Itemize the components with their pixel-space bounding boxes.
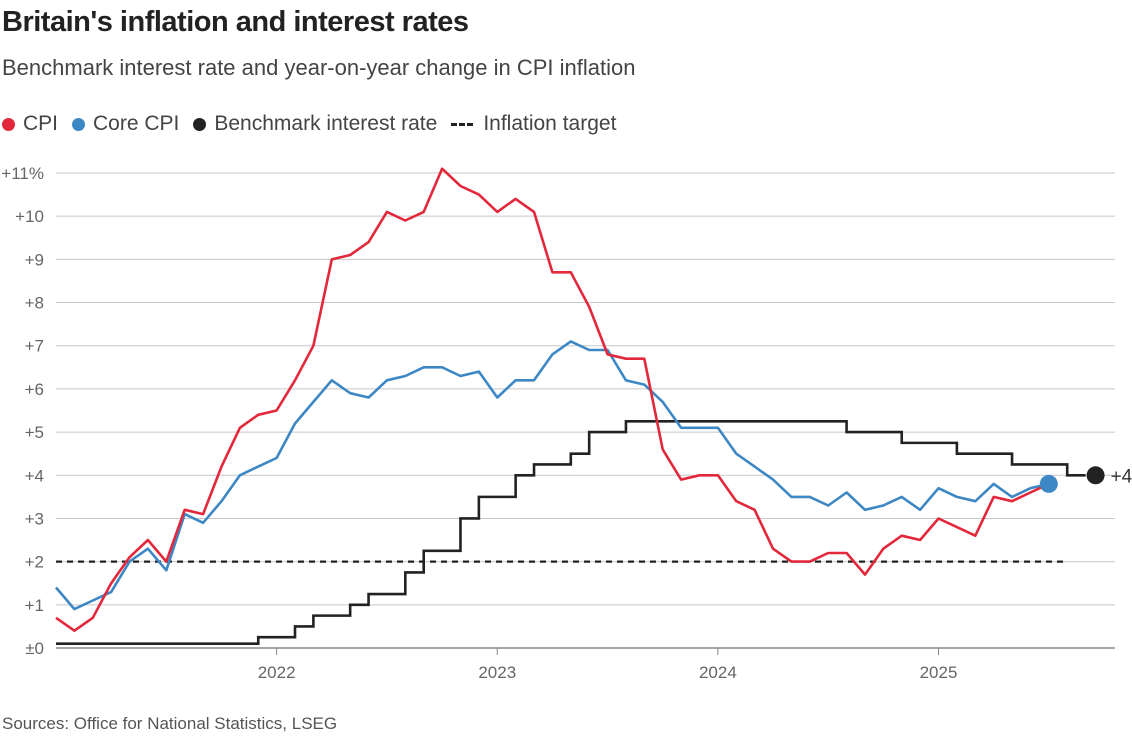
- core-cpi-line: [55, 340, 1050, 611]
- y-axis-tick-labels: ±0 +1 +2 +3 +4 +5 +6 +7 +8 +9 +10 +11%: [1, 164, 44, 658]
- interest-rate-line: [56, 419, 1086, 645]
- end-markers: +4%: [1039, 466, 1132, 493]
- legend-item-inflation-target: Inflation target: [451, 112, 616, 136]
- y-tick-label: +1: [25, 596, 44, 615]
- x-tick-label: 2024: [699, 663, 737, 682]
- legend-item-core-cpi: Core CPI: [72, 112, 179, 136]
- y-tick-label: +6: [25, 380, 44, 399]
- x-tick-label: 2023: [478, 663, 516, 682]
- y-tick-label: +5: [25, 423, 44, 442]
- y-tick-label: +2: [25, 553, 44, 572]
- chart-title: Britain's inflation and interest rates: [2, 6, 469, 38]
- y-tick-label: ±0: [25, 639, 44, 658]
- cpi-dot-icon: [2, 117, 15, 131]
- y-tick-label: +11%: [1, 164, 44, 183]
- core-cpi-dot-icon: [72, 117, 86, 131]
- legend-item-interest-rate: Benchmark interest rate: [193, 112, 437, 136]
- interest-rate-end-marker: [1086, 466, 1105, 485]
- grid-lines: [56, 172, 1115, 655]
- cpi-line: [55, 167, 1050, 633]
- y-tick-label: +10: [15, 207, 44, 226]
- legend-item-cpi: CPI: [2, 112, 58, 136]
- x-tick-label: 2022: [258, 663, 296, 682]
- series-lines: [55, 167, 1086, 645]
- y-tick-label: +7: [25, 337, 44, 356]
- chart-subtitle: Benchmark interest rate and year-on-year…: [2, 55, 636, 80]
- x-axis-tick-labels: 2022 2023 2024 2025: [258, 663, 958, 682]
- core-cpi-end-marker: [1039, 474, 1058, 493]
- dashed-line-icon: [451, 122, 474, 126]
- source-note: Sources: Office for National Statistics,…: [2, 714, 338, 733]
- y-tick-label: +4: [25, 466, 44, 485]
- legend-label-core-cpi: Core CPI: [93, 112, 180, 135]
- y-tick-label: +8: [25, 294, 44, 313]
- legend: CPI Core CPI Benchmark interest rate Inf…: [2, 112, 630, 136]
- legend-label-interest-rate: Benchmark interest rate: [214, 112, 438, 135]
- interest-rate-dot-icon: [193, 117, 207, 131]
- y-tick-label: +3: [25, 509, 44, 528]
- interest-rate-end-label: +4%: [1111, 466, 1132, 487]
- x-tick-label: 2025: [920, 663, 958, 682]
- legend-label-inflation-target: Inflation target: [483, 112, 617, 135]
- legend-label-cpi: CPI: [23, 112, 59, 135]
- y-tick-label: +9: [25, 250, 44, 269]
